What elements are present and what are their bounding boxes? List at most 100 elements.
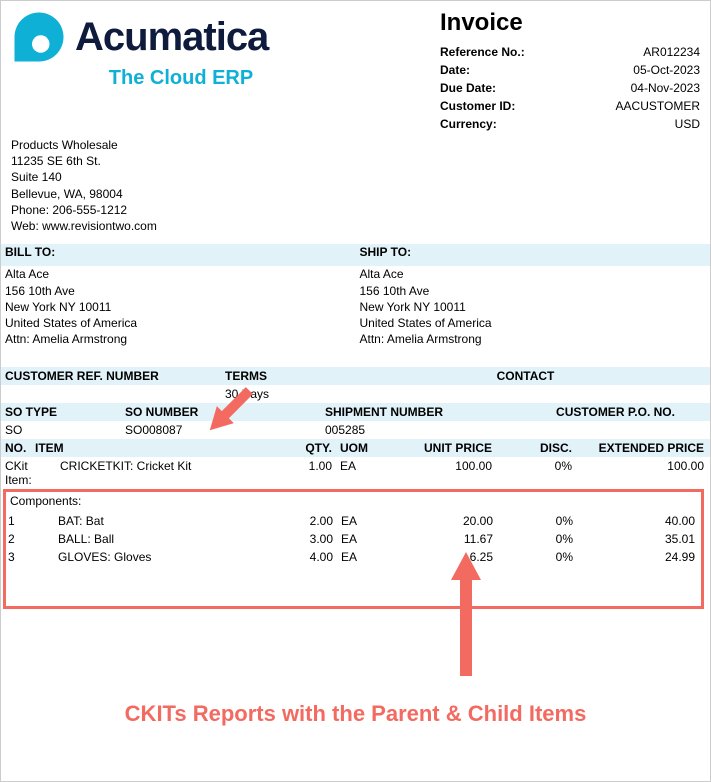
component-row: 2BALL: Ball3.00EA11.670%35.01 [6, 530, 701, 548]
col-disc: DISC. [496, 439, 576, 457]
col-unit-price: UNIT PRICE [391, 439, 496, 457]
brand-name: Acumatica [75, 15, 268, 60]
company-addr2: Suite 140 [11, 169, 700, 185]
billto-name: Alta Ace [5, 266, 352, 282]
meta-value: 05-Oct-2023 [633, 61, 700, 79]
sotype-value: SO [1, 421, 121, 439]
pono-head: CUSTOMER P.O. NO. [521, 403, 710, 421]
so-ship-head: SO TYPE SO NUMBER SHIPMENT NUMBER CUSTOM… [1, 403, 710, 421]
kit-item: CRICKETKIT: Cricket Kit [56, 457, 281, 489]
contact-value [341, 385, 710, 403]
shipto-city: New York NY 10011 [360, 299, 707, 315]
comp-ext: 35.01 [577, 530, 701, 548]
component-row: 3GLOVES: Gloves4.00EA6.250%24.99 [6, 548, 701, 566]
comp-uom: EA [337, 548, 392, 566]
invoice-meta-row: Date: 05-Oct-2023 [440, 61, 700, 79]
billto-addr1: 156 10th Ave [5, 283, 352, 299]
cust-ref-value [1, 385, 221, 403]
invoice-title: Invoice [440, 9, 700, 37]
comp-item: GLOVES: Gloves [26, 548, 282, 566]
components-callout-box: Components: 1BAT: Bat2.00EA20.000%40.002… [3, 489, 704, 609]
company-addr1: 11235 SE 6th St. [11, 153, 700, 169]
kit-uom: EA [336, 457, 391, 489]
bill-ship-body: Alta Ace 156 10th Ave New York NY 10011 … [1, 266, 710, 353]
kit-prefix: CKit Item: [1, 457, 56, 489]
billto-block: Alta Ace 156 10th Ave New York NY 10011 … [1, 266, 356, 353]
invoice-meta-block: Invoice Reference No.: AR012234 Date: 05-Oc… [440, 9, 700, 133]
invoice-meta-row: Reference No.: AR012234 [440, 43, 700, 61]
callout-arrow-icon [196, 374, 266, 444]
comp-qty: 3.00 [282, 530, 337, 548]
comp-qty: 4.00 [282, 548, 337, 566]
callout-text: CKITs Reports with the Parent & Child It… [1, 701, 710, 727]
comp-qty: 2.00 [282, 512, 337, 530]
kit-item-row: CKit Item: CRICKETKIT: Cricket Kit 1.00 … [1, 457, 710, 489]
comp-no: 3 [6, 548, 26, 566]
shipto-country: United States of America [360, 315, 707, 331]
comp-price: 20.00 [392, 512, 497, 530]
kit-price: 100.00 [391, 457, 496, 489]
billto-country: United States of America [5, 315, 352, 331]
comp-uom: EA [337, 512, 392, 530]
invoice-meta-row: Customer ID: AACUSTOMER [440, 97, 700, 115]
meta-label: Date: [440, 61, 470, 79]
comp-disc: 0% [497, 512, 577, 530]
invoice-meta-row: Currency: USD [440, 115, 700, 133]
col-uom: UOM [336, 439, 391, 457]
ref-terms-values: 30 Days [1, 385, 710, 403]
brand-tagline: The Cloud ERP [11, 67, 351, 90]
meta-value: 04-Nov-2023 [631, 79, 700, 97]
meta-value: AACUSTOMER [616, 97, 700, 115]
comp-item: BALL: Ball [26, 530, 282, 548]
comp-item: BAT: Bat [26, 512, 282, 530]
kit-ext: 100.00 [576, 457, 710, 489]
shipto-block: Alta Ace 156 10th Ave New York NY 10011 … [356, 266, 711, 353]
comp-no: 2 [6, 530, 26, 548]
company-city: Bellevue, WA, 98004 [11, 186, 700, 202]
shipto-heading: SHIP TO: [356, 244, 711, 266]
kit-disc: 0% [496, 457, 576, 489]
comp-ext: 40.00 [577, 512, 701, 530]
meta-label: Customer ID: [440, 97, 515, 115]
company-name: Products Wholesale [11, 137, 700, 153]
pono-value [521, 421, 710, 439]
logo-block: Acumatica The Cloud ERP [11, 9, 440, 133]
bill-ship-headings: BILL TO: SHIP TO: [1, 244, 710, 266]
contact-head: CONTACT [341, 367, 710, 385]
shipto-attn: Attn: Amelia Armstrong [360, 331, 707, 347]
comp-ext: 24.99 [577, 548, 701, 566]
billto-city: New York NY 10011 [5, 299, 352, 315]
shipnum-value: 005285 [321, 421, 521, 439]
items-header: NO. ITEM QTY. UOM UNIT PRICE DISC. EXTEN… [1, 439, 710, 457]
company-address-block: Products Wholesale 11235 SE 6th St. Suit… [1, 133, 710, 238]
cust-ref-head: CUSTOMER REF. NUMBER [1, 367, 221, 385]
shipto-name: Alta Ace [360, 266, 707, 282]
billto-attn: Attn: Amelia Armstrong [5, 331, 352, 347]
callout-arrow-icon [421, 546, 511, 686]
kit-qty: 1.00 [281, 457, 336, 489]
so-ship-values: SO SO008087 005285 [1, 421, 710, 439]
logo-line: Acumatica [11, 9, 440, 65]
comp-no: 1 [6, 512, 26, 530]
meta-label: Due Date: [440, 79, 496, 97]
acumatica-logo-icon [11, 9, 67, 65]
meta-label: Currency: [440, 115, 497, 133]
header: Acumatica The Cloud ERP Invoice Referenc… [1, 1, 710, 133]
components-label: Components: [6, 494, 701, 512]
comp-uom: EA [337, 530, 392, 548]
company-phone: Phone: 206-555-1212 [11, 202, 700, 218]
shipto-addr1: 156 10th Ave [360, 283, 707, 299]
invoice-meta-row: Due Date: 04-Nov-2023 [440, 79, 700, 97]
sotype-head: SO TYPE [1, 403, 121, 421]
col-no: NO. [1, 439, 31, 457]
component-row: 1BAT: Bat2.00EA20.000%40.00 [6, 512, 701, 530]
col-qty: QTY. [281, 439, 336, 457]
ref-terms-head: CUSTOMER REF. NUMBER TERMS CONTACT [1, 367, 710, 385]
col-ext: EXTENDED PRICE [576, 439, 710, 457]
billto-heading: BILL TO: [1, 244, 356, 266]
meta-value: AR012234 [643, 43, 700, 61]
meta-label: Reference No.: [440, 43, 525, 61]
shipnum-head: SHIPMENT NUMBER [321, 403, 521, 421]
company-web: Web: www.revisiontwo.com [11, 218, 700, 234]
meta-value: USD [675, 115, 700, 133]
